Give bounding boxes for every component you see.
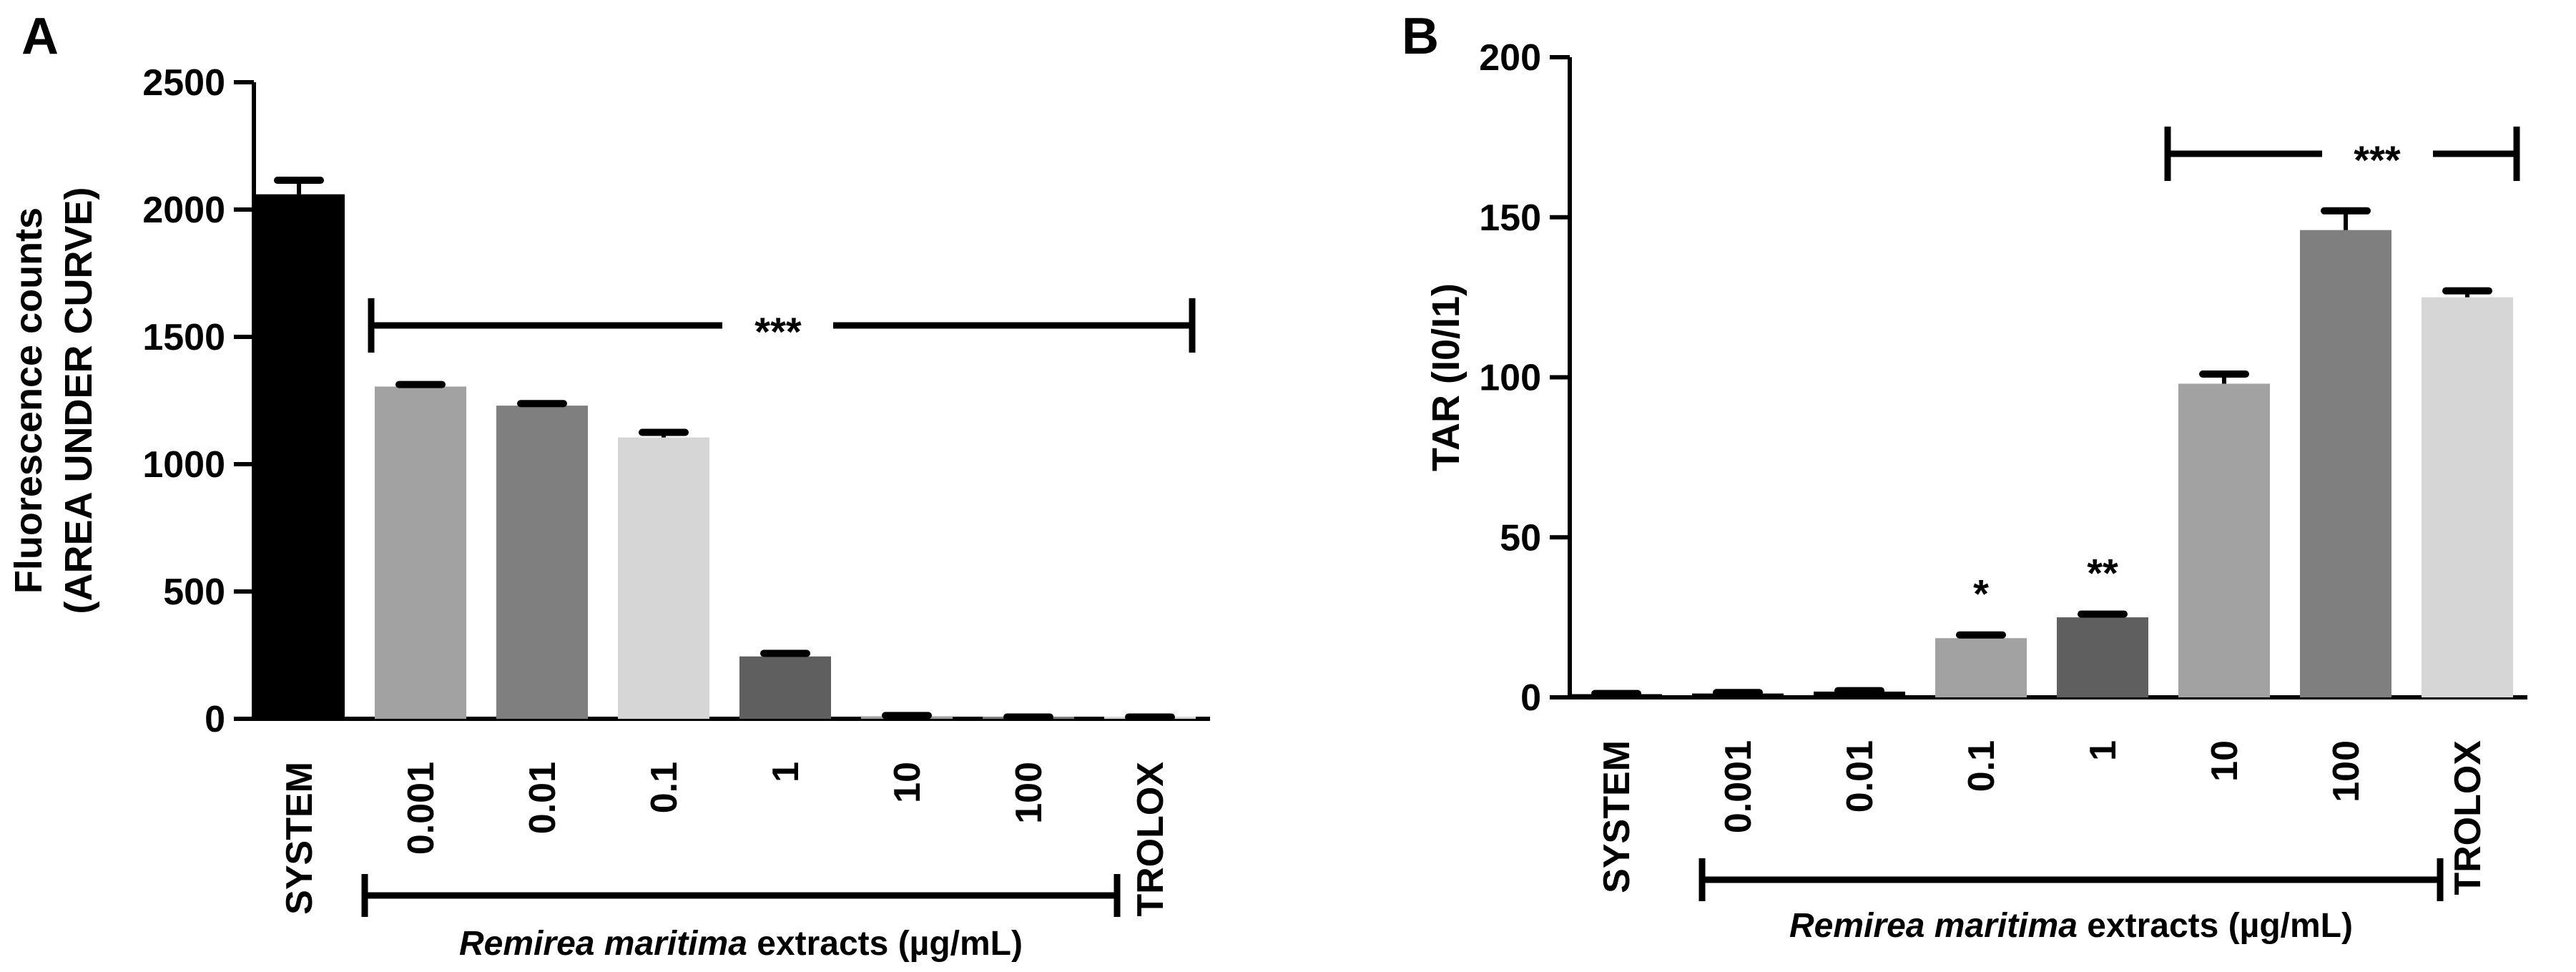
group-label-species: Remirea maritima [1789, 907, 2078, 945]
group-label: Remirea maritima extracts (µg/mL) [459, 925, 1023, 963]
category-label: 1 [2083, 740, 2124, 761]
y-tick-label: 1500 [142, 317, 225, 358]
panel-a-chart: A 0 500 1000 1500 2000 2500 SYSTEM 0.001 0.01 0.1 1… [7, 8, 1210, 963]
significance-star: ** [2087, 551, 2118, 596]
category-label: 0.001 [1718, 740, 1759, 833]
bar [496, 406, 588, 719]
category-label: 0.001 [400, 762, 442, 855]
bar [375, 386, 466, 719]
y-tick-label: 50 [1500, 517, 1541, 559]
bar [1814, 691, 1905, 697]
y-tick-label: 2500 [142, 62, 225, 104]
bar [1935, 638, 2027, 697]
category-label: SYSTEM [279, 762, 320, 915]
y-tick-label: 1000 [142, 444, 225, 486]
category-label: SYSTEM [1596, 740, 1638, 893]
significance-label: *** [2354, 137, 2401, 182]
category-label: 0.1 [644, 762, 685, 813]
category-label: 1 [765, 762, 807, 782]
group-label-units: extracts (µg/mL) [747, 925, 1023, 963]
y-tick-label: 100 [1479, 358, 1541, 399]
category-label: TROLOX [2447, 740, 2489, 895]
significance-label: *** [754, 309, 802, 354]
y-axis-title: Fluorescence counts [7, 207, 50, 594]
panel-letter: B [1402, 8, 1439, 65]
bar [2422, 297, 2513, 697]
y-tick-label: 150 [1479, 197, 1541, 239]
panel-letter: A [21, 8, 59, 65]
y-tick-label: 200 [1479, 37, 1541, 79]
y-axis-title: TAR (I0/I1) [1425, 283, 1468, 471]
significance-star: * [1973, 571, 1989, 617]
category-label: TROLOX [1130, 762, 1171, 917]
category-label: 10 [2204, 740, 2246, 782]
group-label-units: extracts (µg/mL) [2078, 907, 2353, 945]
group-label: Remirea maritima extracts (µg/mL) [1789, 907, 2353, 945]
category-label: 100 [2326, 740, 2367, 802]
category-label: 0.01 [522, 762, 564, 834]
y-tick-label: 2000 [142, 190, 225, 231]
y-tick-label: 0 [1520, 677, 1541, 719]
y-axis-title-line2: (AREA UNDER CURVE) [57, 187, 100, 614]
bar [2300, 230, 2391, 697]
y-tick-label: 500 [163, 571, 225, 613]
category-label: 100 [1008, 762, 1050, 824]
category-label: 0.1 [1961, 740, 2002, 792]
category-label: 10 [887, 762, 928, 803]
y-tick-label: 0 [205, 699, 225, 740]
bar [2178, 383, 2270, 697]
bar [739, 656, 831, 719]
bar [253, 194, 345, 719]
bar [618, 437, 709, 719]
bar [2057, 617, 2148, 697]
group-label-species: Remirea maritima [459, 925, 747, 963]
panel-b-chart: B 0 50 100 150 200 SYSTEM 0.001 0.01 0.1 1 10 100 TRO… [1402, 8, 2527, 945]
category-label: 0.01 [1839, 740, 1881, 813]
